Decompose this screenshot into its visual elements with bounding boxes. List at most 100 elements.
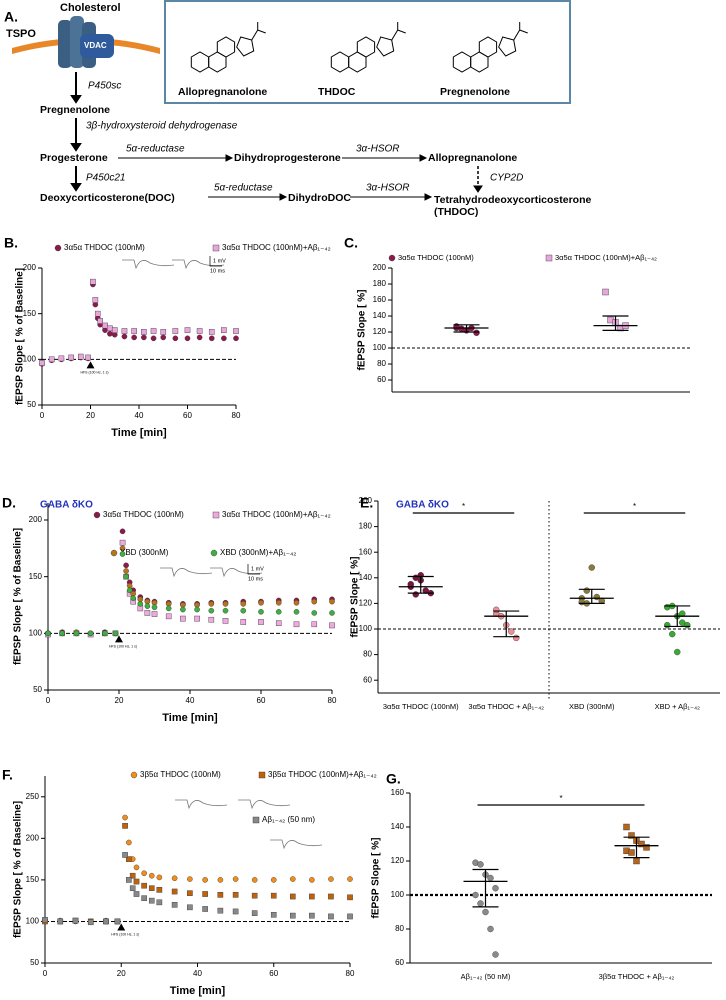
- vdac-shape: [80, 34, 114, 58]
- node: Pregnenolone: [40, 104, 110, 116]
- data-point: [664, 621, 671, 629]
- data-point: [171, 902, 178, 908]
- structure: [376, 36, 395, 57]
- data-point: [222, 607, 229, 614]
- enzyme: 5α-reductase: [126, 144, 185, 155]
- legend-label: 3α5α THDOC (100nM): [64, 243, 145, 252]
- y-tick-label: 80: [363, 650, 372, 659]
- data-point: [311, 610, 318, 616]
- structure: [236, 36, 255, 57]
- inset-trace: [172, 259, 225, 270]
- data-point: [87, 630, 94, 637]
- x-tick-label: 60: [269, 969, 278, 978]
- y-axis-label: fEPSP Slope [ %]: [357, 290, 368, 371]
- enzyme: P450c21: [86, 173, 125, 184]
- data-point: [593, 593, 600, 601]
- data-point: [121, 333, 128, 340]
- data-point: [202, 906, 208, 912]
- y-tick-label: 100: [23, 354, 37, 363]
- data-point: [293, 599, 300, 606]
- data-point: [309, 912, 315, 919]
- data-point: [240, 607, 247, 614]
- x-tick-label: XBD + Aβ₁₋₄₂: [655, 702, 700, 711]
- inset-trace: [210, 567, 263, 578]
- significance-label: *: [633, 502, 636, 511]
- x-tick-label: 80: [346, 969, 355, 978]
- data-point: [54, 244, 62, 252]
- structure: [216, 36, 236, 58]
- inset-trace: [175, 799, 228, 810]
- data-point: [119, 528, 126, 535]
- data-point: [110, 549, 118, 557]
- data-point: [160, 334, 167, 341]
- enzyme: 3α-HSOR: [356, 144, 400, 155]
- data-point: [42, 916, 48, 923]
- data-point: [144, 603, 151, 609]
- data-point: [171, 888, 178, 895]
- y-tick-label: 100: [373, 343, 387, 352]
- data-point: [329, 598, 335, 605]
- data-point: [202, 877, 208, 883]
- data-point: [114, 918, 121, 925]
- y-axis-label: fEPSP Slope [ % of Baseline]: [13, 801, 24, 938]
- membrane: [12, 38, 160, 54]
- y-tick-label: 80: [377, 359, 386, 368]
- x-tick-label: 60: [257, 696, 266, 705]
- data-point: [492, 951, 499, 958]
- data-point: [311, 621, 318, 628]
- y-axis-label: fEPSP Slope [ % of Baseline]: [13, 528, 24, 665]
- data-point: [669, 630, 676, 638]
- data-point: [309, 877, 315, 883]
- error-bar: [623, 836, 650, 859]
- data-point: [347, 876, 353, 882]
- data-point: [123, 568, 129, 574]
- data-point: [233, 335, 239, 342]
- node: Deoxycorticosterone(DOC): [40, 192, 175, 204]
- node: Progesterone: [40, 152, 108, 164]
- data-point: [57, 918, 64, 925]
- y-tick-label: 100: [26, 917, 40, 926]
- data-point: [90, 278, 96, 285]
- x-axis-label: Time [min]: [162, 712, 218, 724]
- data-point: [119, 545, 126, 552]
- y-tick-label: 180: [359, 522, 373, 531]
- x-tick-label: 40: [135, 411, 144, 420]
- data-point: [171, 875, 178, 882]
- legend-label: Aβ₁₋₄₂ (50 nm): [262, 815, 315, 824]
- data-point: [77, 353, 84, 360]
- data-point: [240, 619, 247, 625]
- data-point: [68, 354, 74, 361]
- legend-label: XBD (300nM): [120, 548, 169, 557]
- data-point: [194, 606, 200, 613]
- panel-label: B.: [4, 235, 18, 251]
- y-tick-label: 160: [373, 295, 387, 304]
- arrows: [70, 72, 82, 192]
- data-point: [45, 630, 51, 637]
- scale-bar: [247, 564, 260, 575]
- data-point: [309, 893, 315, 900]
- data-point: [172, 328, 179, 334]
- y-tick-label: 140: [359, 573, 373, 582]
- data-point: [184, 335, 191, 342]
- structure: [190, 51, 210, 73]
- x-tick-label: 20: [86, 411, 95, 420]
- y-tick-label: 80: [395, 924, 404, 933]
- scale-bar: [209, 256, 222, 267]
- scale-label: 1 mV: [213, 258, 226, 264]
- data-point: [258, 619, 264, 625]
- legend-label: 3β5α THDOC (100nM)+Aβ₁₋₄₂: [268, 770, 377, 779]
- data-point: [180, 615, 186, 622]
- y-tick-label: 140: [391, 822, 405, 831]
- data-point: [141, 870, 147, 877]
- subtitle: GABA δKO: [396, 500, 449, 511]
- data-point: [130, 771, 138, 779]
- y-tick-label: 200: [26, 833, 40, 842]
- data-point: [311, 598, 318, 605]
- legend-label: XBD (300nM)+Aβ₁₋₄₂: [220, 548, 296, 557]
- data-point: [293, 621, 300, 628]
- data-point: [270, 877, 277, 883]
- enzyme: P450sc: [88, 81, 121, 92]
- data-point: [165, 605, 172, 612]
- data-point: [487, 925, 494, 933]
